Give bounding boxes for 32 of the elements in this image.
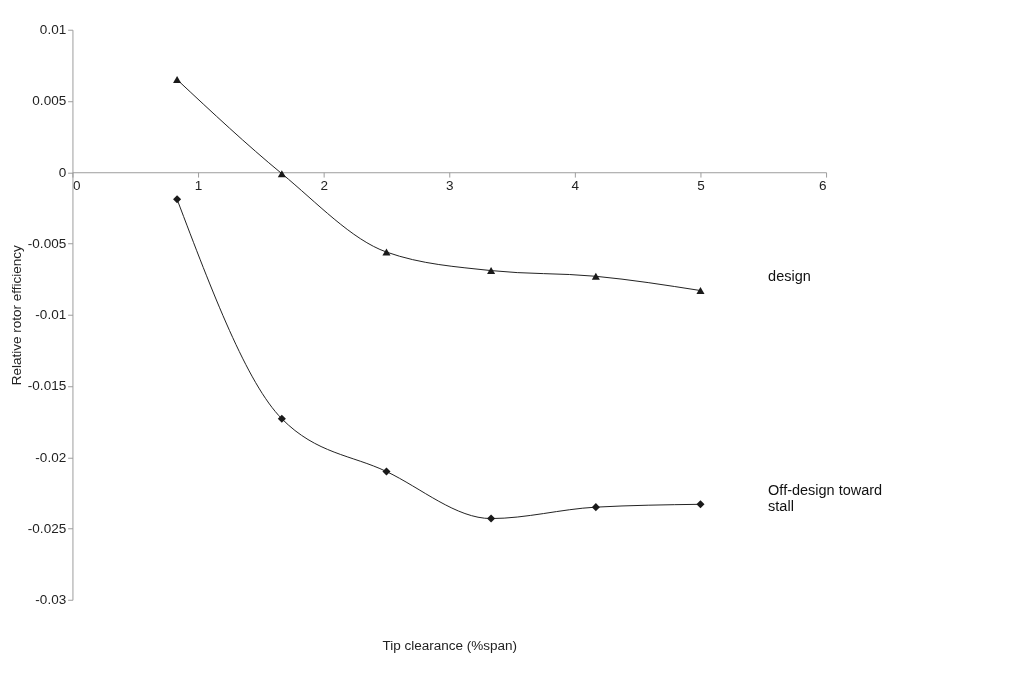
x-tick-label: 0	[72, 178, 81, 194]
y-tick-label: -0.015	[27, 378, 67, 394]
y-tick-label: -0.005	[27, 235, 67, 251]
point	[382, 467, 391, 476]
point	[382, 248, 391, 256]
point	[173, 195, 182, 204]
point	[591, 272, 600, 280]
x-tick-label: 4	[571, 178, 580, 194]
point	[487, 267, 496, 275]
point	[277, 414, 286, 423]
y-axis-title: Relative rotor efficiency	[9, 244, 25, 386]
point	[591, 503, 600, 512]
y-tick-label: -0.01	[35, 307, 67, 323]
text: design	[768, 267, 811, 284]
x-tick-label: 5	[697, 178, 705, 194]
point	[277, 170, 286, 178]
point	[696, 287, 705, 295]
y-tick-label: -0.03	[35, 592, 67, 608]
x-tick-label: 3	[445, 178, 454, 194]
x-tick-label: 1	[194, 178, 203, 194]
y-tick-label: -0.02	[35, 449, 67, 465]
point	[173, 76, 182, 84]
text: Off-design toward stall	[768, 481, 883, 515]
x-axis-title: Tip clearance (%span)	[382, 637, 518, 653]
y-tick-label: -0.025	[27, 520, 67, 536]
y-tick-label: 0.01	[39, 22, 67, 38]
y-tick-label: 0	[58, 164, 67, 180]
x-tick-label: 6	[819, 178, 827, 194]
x-tick-label: 2	[320, 178, 328, 194]
y-tick-label: 0.005	[32, 93, 67, 109]
point	[487, 514, 496, 523]
point	[696, 500, 705, 509]
